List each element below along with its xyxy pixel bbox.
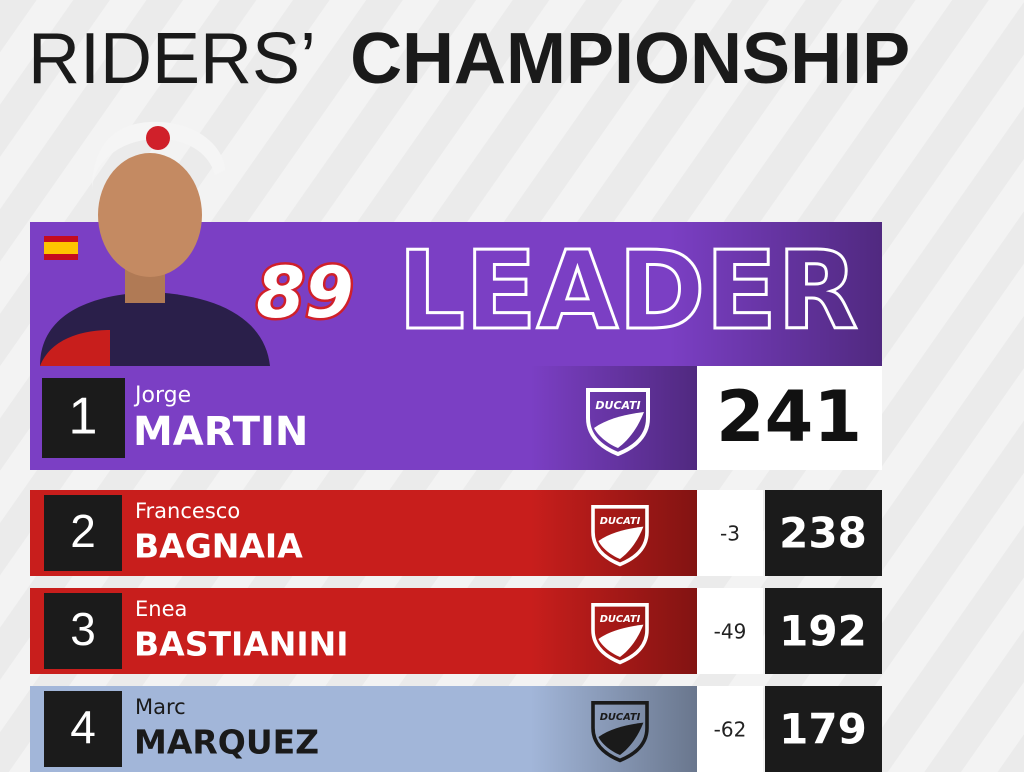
first-name: Marc	[135, 695, 186, 719]
position-box	[44, 691, 122, 767]
row-shade	[30, 588, 697, 674]
gap-box	[697, 588, 763, 674]
rider-photo	[40, 121, 270, 366]
gap: -49	[714, 620, 747, 644]
position: 2	[70, 505, 96, 557]
logo-shield	[591, 700, 649, 763]
row-shade	[30, 686, 697, 772]
last-name: MARTIN	[133, 409, 308, 455]
position-box	[42, 378, 125, 458]
points: 192	[779, 607, 867, 656]
points: 241	[716, 376, 862, 458]
team-logo: DUCATI	[591, 504, 649, 567]
logo-shield	[586, 388, 650, 457]
last-name: BASTIANINI	[134, 625, 349, 664]
team-name: DUCATI	[595, 399, 640, 412]
logo-shield	[591, 504, 649, 567]
points-box	[697, 366, 882, 470]
points: 179	[779, 705, 867, 754]
last-name: MARQUEZ	[134, 723, 319, 762]
leader-label: LEADER	[398, 229, 858, 354]
gap: -3	[720, 522, 740, 546]
points-box	[765, 490, 882, 576]
logo-shield	[591, 602, 649, 665]
team-name: DUCATI	[600, 516, 641, 527]
points: 238	[779, 509, 867, 558]
gap-box	[697, 490, 763, 576]
title: RIDERS’ CHAMPIONSHIP	[28, 19, 910, 99]
team-logo: DUCATI	[591, 602, 649, 665]
rider-number: 89	[256, 252, 353, 334]
first-name: Francesco	[135, 499, 240, 523]
spain-flag	[44, 236, 78, 260]
position-box	[44, 593, 122, 669]
logo-swoosh	[598, 526, 644, 559]
team-logo: DUCATI	[591, 700, 649, 763]
first-name: Jorge	[133, 383, 191, 408]
title-light: RIDERS’	[28, 19, 316, 99]
last-name: BAGNAIA	[134, 527, 303, 566]
points-box	[765, 588, 882, 674]
gap-box	[697, 686, 763, 772]
team-name: DUCATI	[600, 712, 641, 723]
row-shade	[30, 490, 697, 576]
team-logo: DUCATI	[586, 388, 650, 457]
position-box	[44, 495, 122, 571]
position: 3	[70, 603, 96, 655]
logo-swoosh	[594, 412, 644, 448]
title-bold: CHAMPIONSHIP	[350, 19, 910, 99]
logo-swoosh	[598, 722, 644, 755]
points-box	[765, 686, 882, 772]
position: 4	[70, 701, 96, 753]
position: 1	[69, 388, 98, 446]
logo-swoosh	[598, 624, 644, 657]
gap: -62	[714, 718, 747, 742]
row-shade	[30, 366, 697, 470]
team-name: DUCATI	[600, 614, 641, 625]
first-name: Enea	[135, 597, 187, 621]
